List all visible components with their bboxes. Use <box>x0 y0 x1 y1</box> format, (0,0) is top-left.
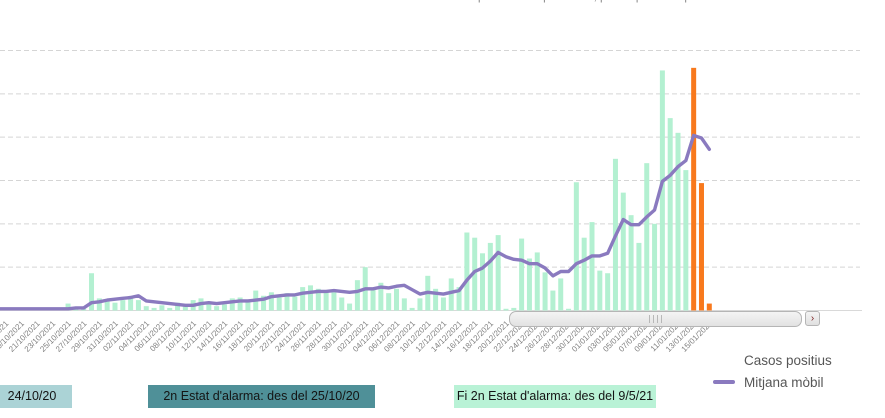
legend-label: Mitjana mòbil <box>744 374 824 390</box>
svg-text:22/11/2021: 22/11/2021 <box>258 319 293 354</box>
chart-legend: Casos positius Mitjana mòbil <box>713 349 832 393</box>
svg-text:12/11/2021: 12/11/2021 <box>179 319 214 354</box>
legend-item-casos-positius[interactable]: Casos positius <box>713 349 832 371</box>
legend-label: Casos positius <box>744 352 832 368</box>
svg-text:30/11/2021: 30/11/2021 <box>320 319 355 354</box>
annotation-24-10-20: 24/10/20 <box>0 385 72 408</box>
svg-text:24/11/2021: 24/11/2021 <box>273 319 308 354</box>
scrollbar-thumb[interactable] <box>509 311 802 327</box>
line-series-swatch-icon <box>713 380 735 384</box>
annotation-2n-estat-alarma: 2n Estat d'alarma: des del 25/10/20 <box>148 385 375 408</box>
data-disclaimer-note: Les dades dels últims dies es modifiquen… <box>290 0 885 3</box>
svg-text:20/11/2021: 20/11/2021 <box>242 319 277 354</box>
svg-text:08/12/2021: 08/12/2021 <box>382 319 417 354</box>
svg-text:10/11/2021: 10/11/2021 <box>164 319 199 354</box>
scrollbar-right-arrow-button[interactable]: › <box>805 311 820 326</box>
svg-text:18/12/2021: 18/12/2021 <box>461 319 496 354</box>
svg-text:17/10/2021: 17/10/2021 <box>0 319 11 354</box>
svg-text:23/10/2021: 23/10/2021 <box>23 319 58 354</box>
svg-text:10/12/2021: 10/12/2021 <box>398 319 433 354</box>
svg-text:26/11/2021: 26/11/2021 <box>289 319 324 354</box>
bar-series-swatch-icon <box>713 358 735 362</box>
svg-text:18/11/2021: 18/11/2021 <box>226 319 261 354</box>
chart-scrollbar: › <box>509 311 820 327</box>
svg-text:02/11/2021: 02/11/2021 <box>101 319 136 354</box>
svg-text:06/12/2021: 06/12/2021 <box>367 319 402 354</box>
svg-text:25/10/2021: 25/10/2021 <box>38 319 73 354</box>
svg-text:04/11/2021: 04/11/2021 <box>117 319 152 354</box>
cases-bar-chart: 17/10/202119/10/202121/10/202123/10/2021… <box>0 50 862 354</box>
svg-text:21/10/2021: 21/10/2021 <box>7 319 42 354</box>
svg-text:04/12/2021: 04/12/2021 <box>351 319 386 354</box>
svg-text:19/10/2021: 19/10/2021 <box>0 319 26 354</box>
scrollbar-grip-icon <box>648 315 663 323</box>
svg-text:29/10/2021: 29/10/2021 <box>70 319 105 354</box>
svg-text:08/11/2021: 08/11/2021 <box>148 319 183 354</box>
svg-text:16/11/2021: 16/11/2021 <box>211 319 246 354</box>
svg-text:20/12/2021: 20/12/2021 <box>476 319 511 354</box>
svg-text:14/11/2021: 14/11/2021 <box>195 319 230 354</box>
svg-text:12/12/2021: 12/12/2021 <box>414 319 449 354</box>
svg-text:14/12/2021: 14/12/2021 <box>429 319 464 354</box>
svg-text:16/12/2021: 16/12/2021 <box>445 319 480 354</box>
svg-text:27/10/2021: 27/10/2021 <box>54 319 89 354</box>
svg-text:28/11/2021: 28/11/2021 <box>305 319 340 354</box>
svg-text:02/12/2021: 02/12/2021 <box>335 319 370 354</box>
legend-item-mitjana-mobil[interactable]: Mitjana mòbil <box>713 371 832 393</box>
annotation-fi-2n-estat-alarma: Fi 2n Estat d'alarma: des del 9/5/21 <box>454 385 656 408</box>
svg-text:06/11/2021: 06/11/2021 <box>133 319 168 354</box>
svg-text:31/10/2021: 31/10/2021 <box>85 319 120 354</box>
